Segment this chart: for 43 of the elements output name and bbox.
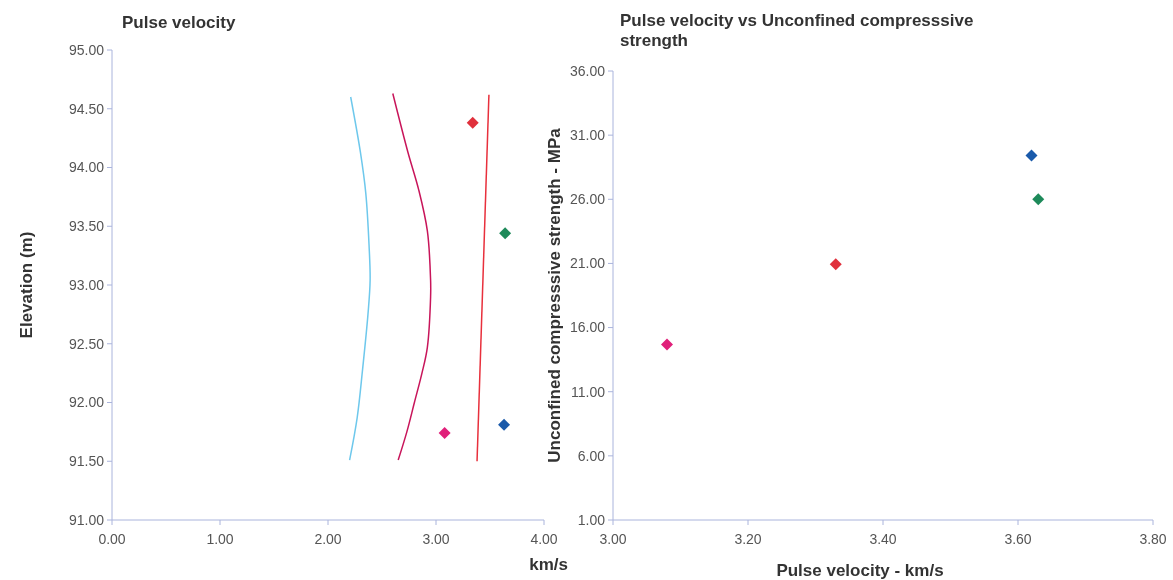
y-tick-label: 91.50: [68, 453, 105, 470]
point: [498, 418, 511, 431]
y-tick-label: 36.00: [569, 62, 606, 79]
x-tick-label: 3.60: [1004, 531, 1032, 547]
y-tick-label: 1.00: [577, 511, 606, 528]
point: [829, 258, 842, 271]
point: [438, 427, 451, 440]
point: [466, 116, 479, 129]
line-series: [348, 96, 371, 461]
x-tick-label: 3.40: [869, 531, 897, 547]
x-tick-label: 1.00: [206, 531, 234, 547]
y-tick-label: 92.50: [68, 335, 105, 352]
y-tick-label: 31.00: [569, 127, 606, 144]
x-axis-title: Pulse velocity - km/s: [776, 561, 944, 580]
point: [661, 338, 673, 351]
point: [1032, 193, 1045, 206]
y-tick-label: 26.00: [569, 191, 606, 208]
x-tick-label: 3.80: [1139, 531, 1167, 547]
x-tick-label: 0.00: [98, 531, 126, 547]
y-tick-label: 93.50: [68, 218, 105, 235]
y-tick-label: 94.00: [68, 159, 105, 176]
y-axis-title: Elevation (m): [17, 231, 36, 339]
point: [1025, 149, 1038, 162]
y-axis-title: Unconfined compresssive strength - MPa: [545, 127, 564, 463]
y-tick-label: 95.00: [68, 41, 105, 58]
y-tick-label: 6.00: [577, 447, 606, 464]
x-tick-label: 4.00: [530, 531, 558, 547]
line-series: [392, 92, 432, 461]
chart-title: Pulse velocity vs Unconfined compresssive strength: [620, 11, 974, 50]
x-tick-label: 2.00: [314, 531, 342, 547]
x-axis-title: km/s: [529, 555, 568, 574]
x-tick-label: 3.00: [422, 531, 450, 547]
y-tick-label: 93.00: [68, 276, 105, 293]
x-tick-label: 3.00: [599, 531, 627, 547]
y-tick-label: 16.00: [569, 319, 606, 336]
y-tick-label: 92.00: [68, 394, 105, 411]
y-tick-label: 21.00: [569, 255, 606, 272]
point: [499, 227, 512, 240]
chart-title: Pulse velocity: [122, 13, 236, 32]
x-tick-label: 3.20: [734, 531, 762, 547]
y-tick-label: 11.00: [571, 383, 606, 400]
y-tick-label: 91.00: [68, 511, 105, 528]
y-tick-label: 94.50: [68, 100, 105, 117]
